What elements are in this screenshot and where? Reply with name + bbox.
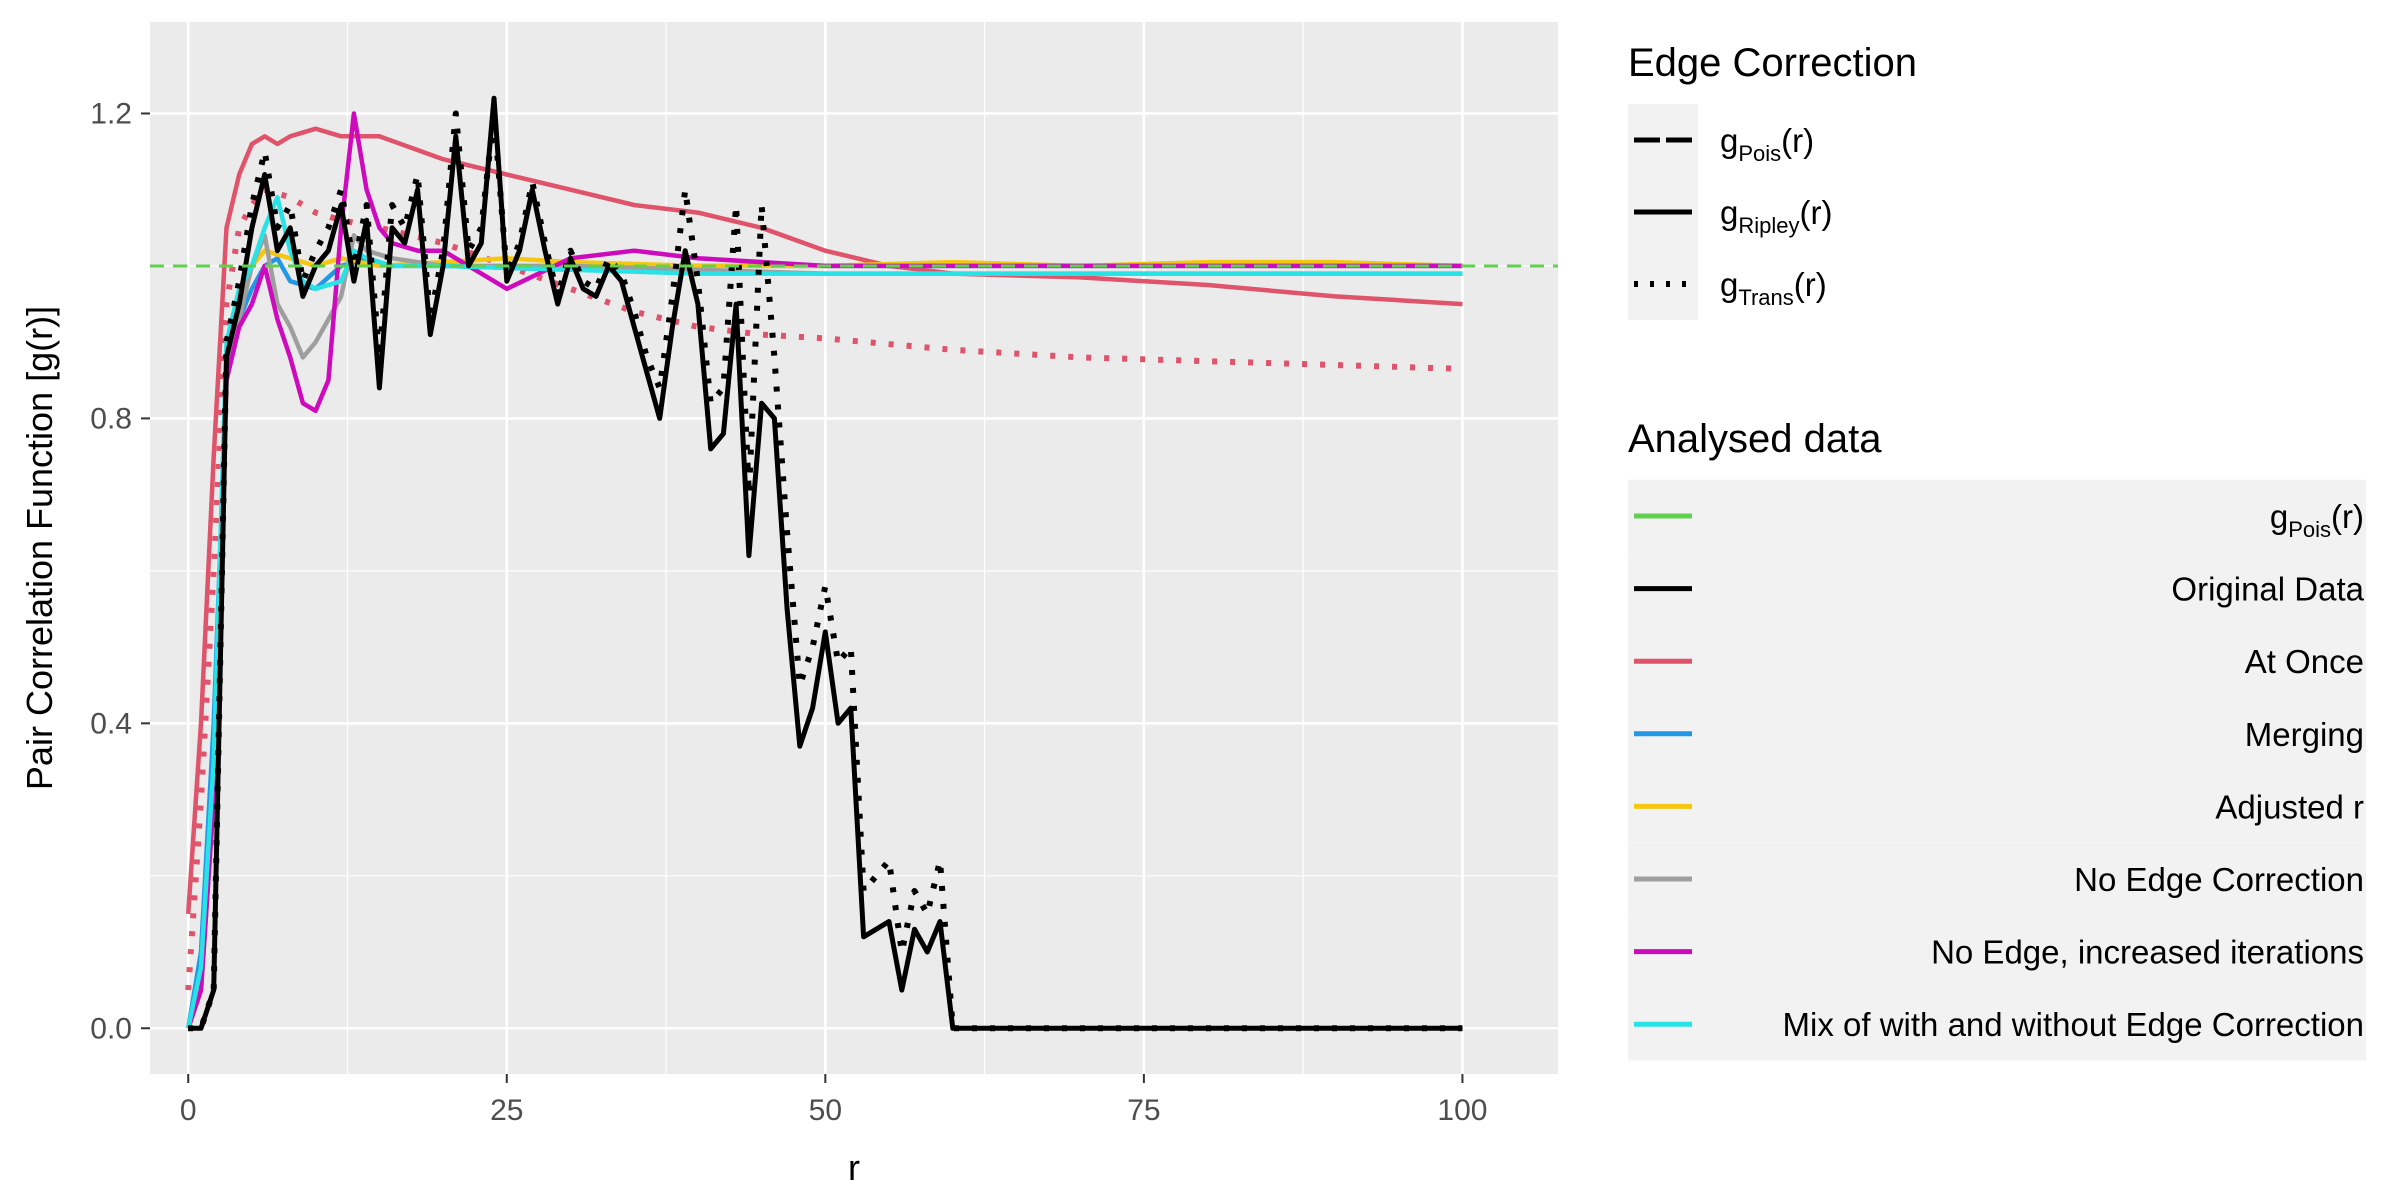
y-tick-label: 0.0	[90, 1012, 132, 1045]
series-line-at-once-ripley	[185, 126, 1463, 915]
legend-edge-label: gPois(r)	[1720, 122, 1814, 166]
x-tick-label: 25	[490, 1094, 523, 1127]
legend-data-label: At Once	[2245, 643, 2364, 680]
legend-data-label: Adjusted r	[2215, 788, 2364, 825]
y-tick-label: 0.8	[90, 402, 132, 435]
legend-data-label: Merging	[2245, 716, 2364, 753]
legend-row-bg	[1628, 697, 2366, 771]
x-tick-label: 75	[1127, 1094, 1160, 1127]
plot-panel	[150, 22, 1558, 1074]
axis-ticks: 0 25 50 75 100 0.0 0.4 0.8 1.2	[90, 97, 1487, 1127]
legend-key-box	[1628, 248, 1698, 320]
series-line-at-once-trans	[185, 186, 1463, 991]
legend-data-label: No Edge Correction	[2074, 861, 2364, 898]
y-axis-title: Pair Correlation Function [g(r)]	[19, 306, 60, 790]
legend-data-label: No Edge, increased iterations	[1931, 934, 2364, 971]
y-tick-label: 1.2	[90, 97, 132, 130]
legend-data-title: Analysed data	[1628, 417, 1882, 461]
legend-edge-label: gRipley(r)	[1720, 194, 1832, 238]
x-axis-title: r	[848, 1147, 860, 1188]
legend-row-bg	[1628, 624, 2366, 698]
legend-analysed-data: gPois(r) Original Data At Once Merging Adjus…	[1628, 479, 2366, 1061]
legend-edge-correction: gPois(r) gRipley(r) gTrans(r)	[1628, 104, 1832, 320]
y-tick-label: 0.4	[90, 707, 132, 740]
legend-edge-label: gTrans(r)	[1720, 266, 1827, 310]
x-tick-label: 50	[809, 1094, 842, 1127]
legend-row-bg	[1628, 770, 2366, 843]
legend-data-label: Original Data	[2171, 571, 2364, 608]
legend-row-bg	[1628, 479, 2366, 553]
legend-edge-title: Edge Correction	[1628, 41, 1917, 85]
legend-data-label: Mix of with and without Edge Correction	[1783, 1006, 2364, 1043]
x-tick-label: 100	[1437, 1094, 1487, 1127]
legend-row-bg	[1628, 552, 2366, 625]
legend-data-label: gPois(r)	[2270, 498, 2364, 542]
legend-row-bg	[1628, 987, 2366, 1061]
legend-row-bg	[1628, 915, 2366, 988]
legend-row-bg	[1628, 842, 2366, 916]
x-tick-label: 0	[180, 1094, 197, 1127]
